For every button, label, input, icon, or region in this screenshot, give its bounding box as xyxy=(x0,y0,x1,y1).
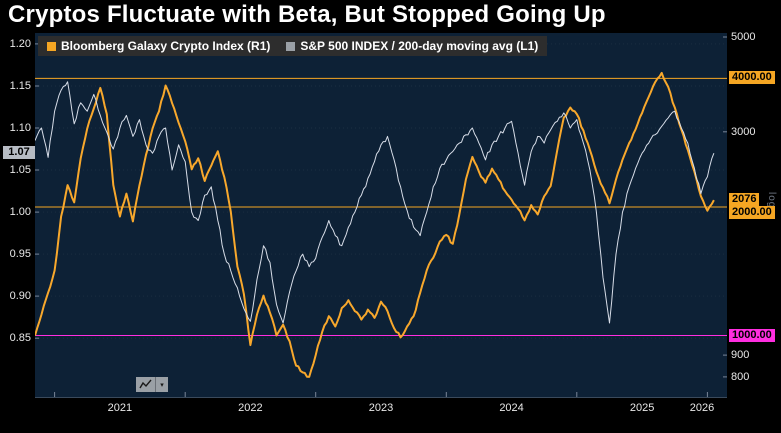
left-axis-tick-label: 1.05 xyxy=(9,164,31,177)
chevron-down-icon[interactable]: ▾ xyxy=(156,377,168,392)
series-crypto-index xyxy=(35,71,715,378)
chart-legend: Bloomberg Galaxy Crypto Index (R1) S&P 5… xyxy=(38,36,548,56)
right-axis-tick-label: 900 xyxy=(731,349,750,362)
x-axis-year-label: 2023 xyxy=(368,402,394,414)
right-axis-tick-label: 3000 xyxy=(731,125,756,138)
left-axis-tick-label: 1.00 xyxy=(9,206,31,219)
right-axis-tick-label: 5000 xyxy=(731,31,756,43)
crypto-series-swatch-icon xyxy=(47,41,56,51)
legend-item-label: S&P 500 INDEX / 200-day moving avg (L1) xyxy=(300,39,539,53)
series-spx-ratio xyxy=(35,81,715,324)
left-axis-tick-label: 1.20 xyxy=(9,37,31,50)
spx-last-value-badge: 1.07 xyxy=(3,146,35,160)
left-axis-tick-label: 0.85 xyxy=(9,332,31,345)
ref-line-badge-1000: 1000.00 xyxy=(729,328,775,342)
chart-type-button[interactable]: ▾ xyxy=(136,377,168,392)
right-axis-tick-label: 800 xyxy=(731,370,750,383)
plot-background xyxy=(35,33,727,397)
spx-series-swatch-icon xyxy=(286,41,296,51)
right-axis-log-scale-label[interactable]: log xyxy=(766,192,777,209)
ref-line-badge-4000: 4000.00 xyxy=(729,71,775,85)
left-axis-tick-label: 1.15 xyxy=(9,79,31,92)
legend-item-spx-ratio[interactable]: S&P 500 INDEX / 200-day moving avg (L1) xyxy=(286,39,538,53)
legend-item-crypto-index[interactable]: Bloomberg Galaxy Crypto Index (R1) xyxy=(47,39,270,53)
chart-plot-area[interactable] xyxy=(35,33,727,398)
x-axis-year-label: 2022 xyxy=(238,402,263,414)
ref-line-badge-2000: 2000.00 xyxy=(729,206,775,220)
x-axis-year-label: 2021 xyxy=(107,402,133,414)
page-title: Cryptos Fluctuate with Beta, But Stopped… xyxy=(8,1,606,28)
left-axis-tick-label: 0.90 xyxy=(9,290,31,303)
line-chart-icon[interactable] xyxy=(136,377,156,392)
x-axis-year-label: 2025 xyxy=(629,402,655,414)
left-axis-tick-label: 0.95 xyxy=(9,248,31,261)
chart-canvas[interactable] xyxy=(35,33,727,397)
legend-item-label: Bloomberg Galaxy Crypto Index (R1) xyxy=(61,39,271,53)
crypto-last-value-badge: 2076 xyxy=(729,193,760,207)
x-axis-year-label: 2024 xyxy=(499,402,524,414)
x-axis-year-label: 2026 xyxy=(689,402,715,414)
left-axis-tick-label: 1.10 xyxy=(9,121,31,134)
